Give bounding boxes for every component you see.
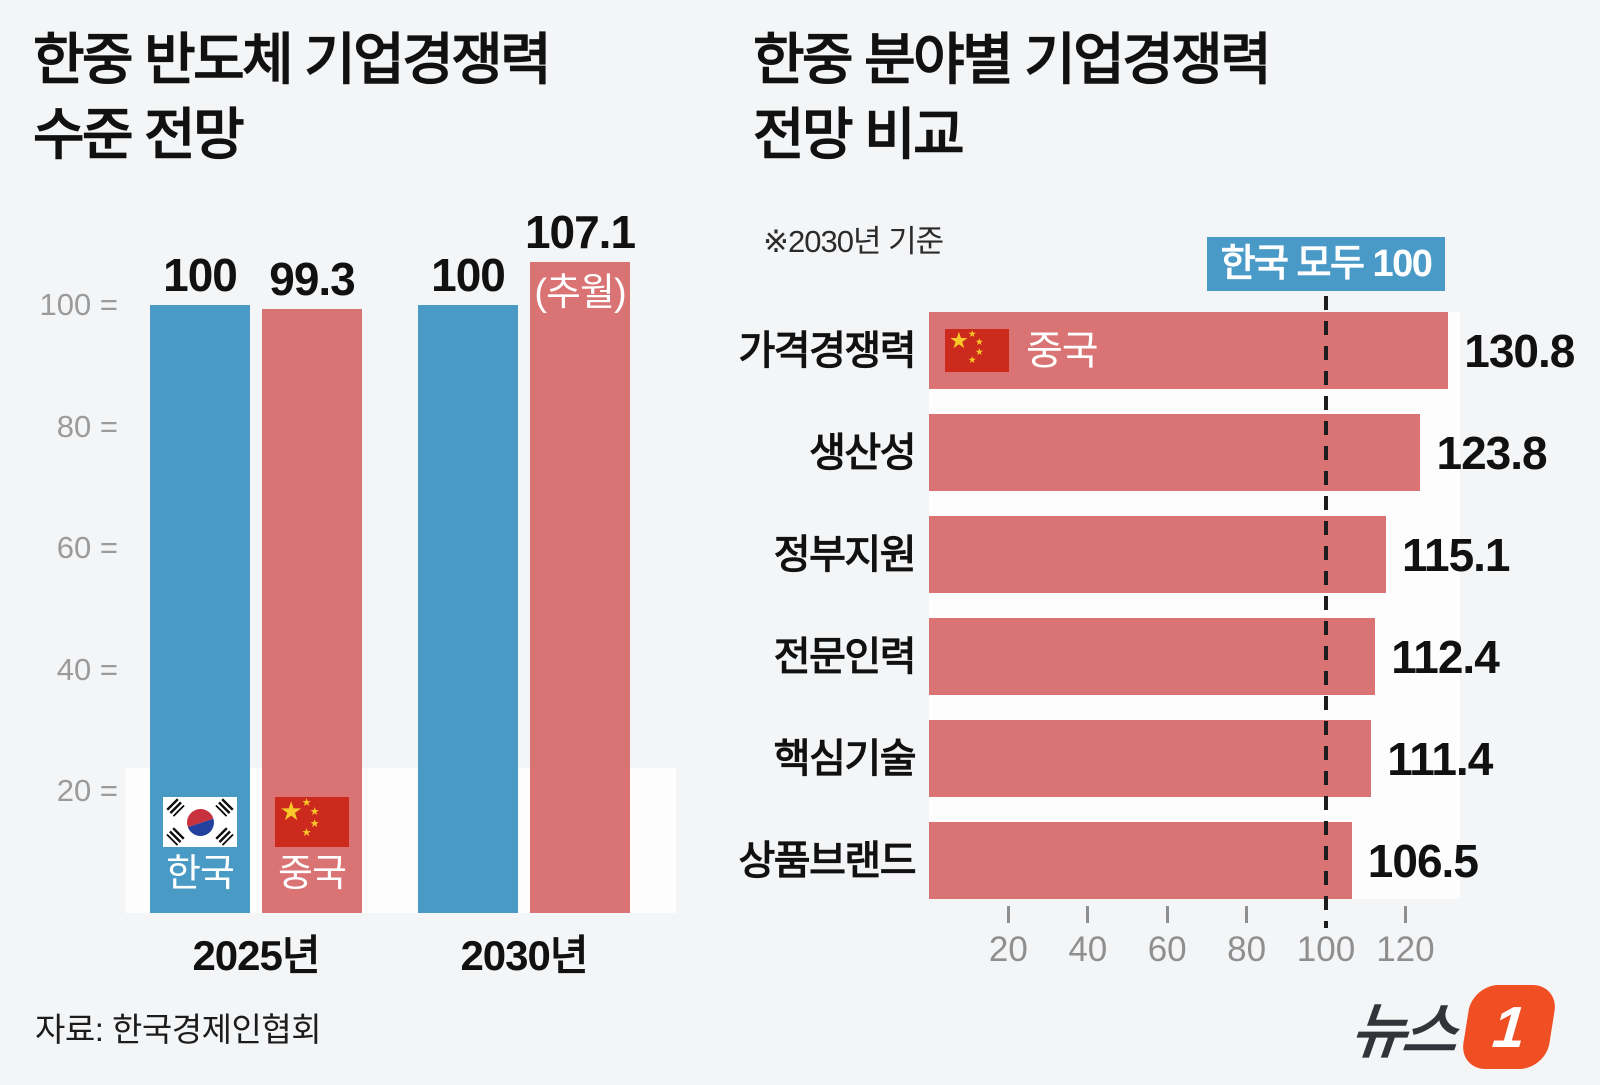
news1-logo-one: 1 xyxy=(1490,994,1529,1059)
overtake-annotation: (추월) xyxy=(534,271,626,314)
news1-logo: 뉴스 1 xyxy=(1348,983,1560,1070)
x-axis-tick-mark-80 xyxy=(1245,906,1249,923)
series-label-china: 중국 xyxy=(1026,329,1099,373)
category-label-전문인력: 전문인력 xyxy=(773,635,917,679)
bar-전문인력 xyxy=(929,618,1376,695)
category-label-핵심기술: 핵심기술 xyxy=(773,737,917,781)
x-axis-label-2030년: 2030년 xyxy=(460,932,588,979)
category-label-상품브랜드: 상품브랜드 xyxy=(738,839,917,883)
china-flag-icon: ★ ★ ★ ★ ★ xyxy=(945,329,1009,372)
x-axis-tick-label-120: 120 xyxy=(1376,930,1435,969)
y-axis-tick-60: 60 = xyxy=(56,530,118,566)
bar-2030년-한국 xyxy=(418,305,518,913)
china-flag-icon: ★ ★ ★ ★ ★ xyxy=(275,797,349,847)
y-axis-tick-20: 20 = xyxy=(56,773,118,809)
bar-value-label: 115.1 xyxy=(1401,529,1511,581)
x-axis-tick-label-100: 100 xyxy=(1296,930,1356,969)
x-axis-tick-label-20: 20 xyxy=(988,930,1028,969)
bar-value-label: 100 xyxy=(163,249,238,301)
news1-logo-text: 뉴스 xyxy=(1347,998,1458,1065)
korea-flag-icon xyxy=(163,797,237,847)
news1-logo-one-box: 1 xyxy=(1459,984,1560,1069)
bar-생산성 xyxy=(929,414,1421,491)
bar-value-label: 107.1 xyxy=(524,205,636,258)
bar-value-label: 99.3 xyxy=(269,253,356,306)
right-chart-title: 한중 분야별 기업경쟁력 전망 비교 xyxy=(753,28,1272,167)
reference-line-100 xyxy=(1324,296,1328,928)
bar-value-label: 123.8 xyxy=(1436,427,1547,479)
x-axis-tick-mark-40 xyxy=(1086,906,1090,923)
bar-value-label: 112.4 xyxy=(1391,631,1500,683)
x-axis-tick-label-60: 60 xyxy=(1147,930,1187,969)
bar-value-label: 100 xyxy=(431,249,506,301)
category-label-정부지원: 정부지원 xyxy=(773,533,917,577)
y-axis-tick-40: 40 = xyxy=(56,651,118,687)
bar-상품브랜드 xyxy=(929,822,1352,899)
bar-가격경쟁력 xyxy=(929,312,1449,389)
bar-2030년-중국 xyxy=(530,261,630,913)
y-axis-tick-100: 100 = xyxy=(39,287,118,322)
bar-series-label-중국: 중국 xyxy=(278,853,347,895)
source-credit: 자료: 한국경제인협회 xyxy=(35,1011,322,1048)
left-chart-title: 한중 반도체 기업경쟁력 수준 전망 xyxy=(33,28,552,167)
reference-badge: 한국 모두 100 xyxy=(1207,237,1445,291)
bar-value-label: 111.4 xyxy=(1387,733,1493,785)
x-axis-tick-mark-20 xyxy=(1006,906,1010,923)
bar-value-label: 130.8 xyxy=(1464,325,1575,377)
x-axis-label-2025년: 2025년 xyxy=(192,932,320,979)
x-axis-tick-label-40: 40 xyxy=(1068,930,1108,969)
bar-series-label-한국: 한국 xyxy=(166,853,235,895)
category-label-가격경쟁력: 가격경쟁력 xyxy=(738,329,917,373)
x-axis-tick-mark-120 xyxy=(1403,906,1407,923)
bar-value-label: 106.5 xyxy=(1367,835,1479,887)
category-label-생산성: 생산성 xyxy=(809,431,916,475)
x-axis-tick-mark-60 xyxy=(1165,906,1169,923)
x-axis-tick-label-80: 80 xyxy=(1227,930,1267,969)
bar-정부지원 xyxy=(929,516,1386,593)
right-chart-plot-background xyxy=(929,312,1460,899)
y-axis-tick-80: 80 = xyxy=(56,408,118,444)
bar-핵심기술 xyxy=(929,720,1372,797)
right-chart-basis-note: ※2030년 기준 xyxy=(763,224,944,259)
